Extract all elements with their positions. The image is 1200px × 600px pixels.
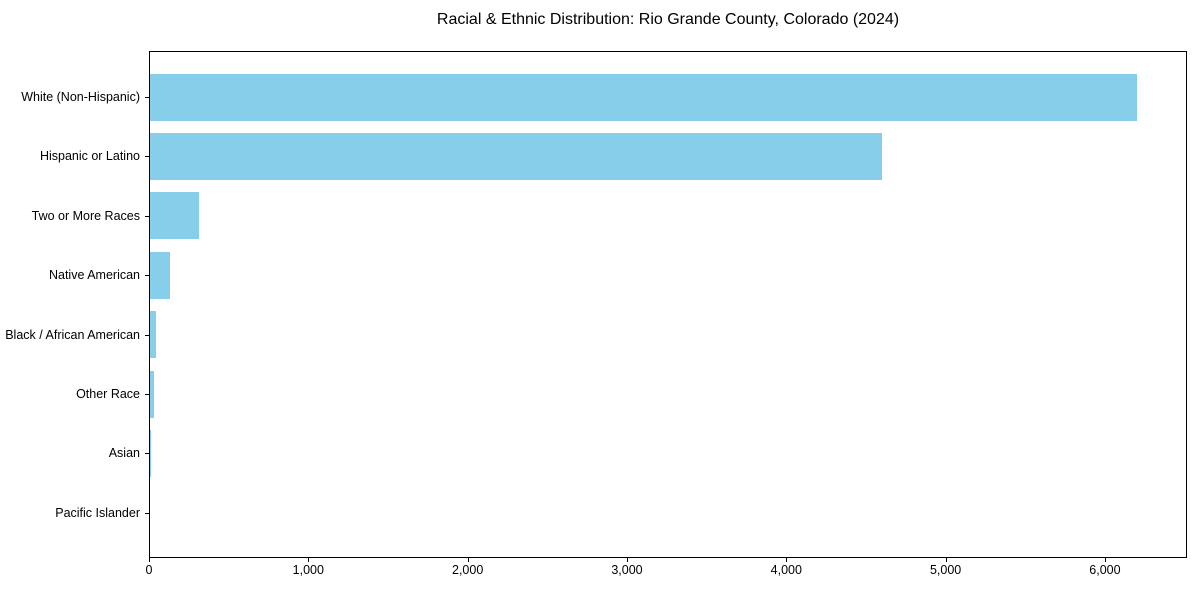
chart-title: Racial & Ethnic Distribution: Rio Grande… — [436, 11, 900, 28]
y-axis-label: Asian — [108, 446, 140, 461]
x-axis-tick — [945, 558, 947, 562]
y-axis-label: Hispanic or Latino — [39, 149, 140, 164]
bar-white-non-hispanic — [149, 73, 1137, 121]
y-axis-tick — [145, 334, 149, 336]
bar-other-race — [149, 370, 154, 418]
bar-hispanic-or-latino — [149, 132, 882, 180]
y-axis-tick — [145, 453, 149, 455]
y-axis-label: Two or More Races — [31, 208, 140, 223]
x-axis-tick-label: 6,000 — [1089, 563, 1121, 577]
x-axis-tick-label: 4,000 — [770, 563, 802, 577]
x-axis-tick — [308, 558, 310, 562]
y-axis-label: White (Non-Hispanic) — [21, 90, 140, 104]
y-axis-tick — [145, 215, 149, 217]
bar-asian — [149, 429, 151, 477]
x-axis-tick — [1104, 558, 1106, 562]
y-axis-label: Black / African American — [5, 327, 140, 342]
x-axis-tick — [626, 558, 628, 562]
y-axis-tick — [145, 156, 149, 158]
y-axis-tick — [145, 394, 149, 395]
y-axis-label: Native American — [48, 268, 140, 283]
y-axis-label: Pacific Islander — [55, 505, 140, 520]
y-axis-tick — [145, 97, 149, 98]
x-axis-tick — [786, 558, 788, 562]
x-axis-tick-label: 3,000 — [611, 563, 643, 577]
bar-two-or-more-races — [149, 192, 200, 240]
x-axis-tick — [467, 558, 469, 562]
x-axis-tick-label: 1,000 — [292, 563, 324, 577]
x-axis-tick — [149, 558, 150, 562]
y-axis-tick — [145, 512, 149, 514]
x-axis-tick-label: 0 — [145, 563, 153, 577]
bar-native-american — [149, 251, 170, 299]
x-axis-tick-label: 5,000 — [929, 563, 962, 577]
x-axis-tick-label: 2,000 — [452, 563, 484, 577]
plot-area — [149, 51, 1187, 558]
y-axis-label: Other Race — [76, 387, 140, 401]
y-axis-tick — [145, 275, 149, 277]
bar-black-african-american — [149, 311, 157, 359]
